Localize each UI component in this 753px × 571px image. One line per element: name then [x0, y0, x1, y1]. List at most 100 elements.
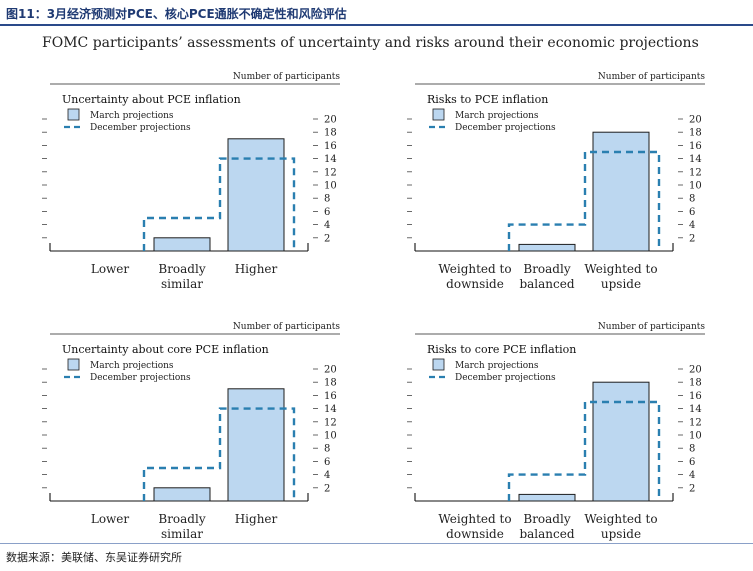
legend-label-march: March projections: [90, 361, 174, 371]
chart-title: Uncertainty about PCE inflation: [62, 93, 241, 106]
december-dashed-outline: [507, 400, 661, 501]
legend-swatch-march: [432, 108, 445, 121]
y-tick-label: 18: [324, 378, 337, 389]
legend-swatch-march: [67, 108, 80, 121]
category-label: balanced: [519, 527, 574, 541]
title-divider: [0, 24, 753, 26]
y-tick-label: 4: [689, 220, 695, 231]
y-tick-label: 12: [324, 167, 337, 178]
legend-swatch-march: [432, 358, 445, 371]
legend-label-december: December projections: [90, 123, 191, 133]
chart-title: Risks to PCE inflation: [427, 93, 548, 106]
chart-title: Uncertainty about core PCE inflation: [62, 343, 269, 356]
y-tick-label: 20: [324, 115, 337, 126]
legend-label-march: March projections: [90, 111, 174, 121]
legend-label-december: December projections: [455, 123, 556, 133]
y-tick-label: 12: [324, 417, 337, 428]
chart-panel-4: Number of participants Risks to core PCE …: [407, 322, 705, 541]
y-tick-label: 4: [324, 220, 330, 231]
y-tick-label: 14: [689, 404, 702, 415]
y-tick-label: 18: [324, 128, 337, 139]
y-tick-label: 4: [324, 470, 330, 481]
y-tick-label: 10: [689, 431, 702, 442]
category-label: balanced: [519, 277, 574, 291]
y-tick-label: 18: [689, 128, 702, 139]
y-tick-label: 6: [324, 207, 330, 218]
category-label: Broadly: [523, 262, 570, 276]
y-axis-label: Number of participants: [598, 72, 705, 82]
y-tick-label: 16: [689, 141, 702, 152]
y-tick-label: 6: [324, 457, 330, 468]
legend-label-march: March projections: [455, 111, 539, 121]
bar-march-3: [592, 131, 650, 252]
y-tick-label: 12: [689, 167, 702, 178]
footer-divider: [0, 543, 753, 544]
source-note: 数据来源：美联储、东吴证券研究所: [6, 551, 182, 564]
y-axis-label: Number of participants: [233, 322, 340, 332]
bar-march-3: [227, 388, 285, 502]
bar-march-2: [518, 243, 576, 252]
y-tick-label: 2: [324, 233, 330, 244]
bar-march-2: [153, 237, 211, 252]
y-tick-label: 18: [689, 378, 702, 389]
y-tick-label: 8: [689, 194, 695, 205]
category-label: Lower: [91, 262, 130, 276]
y-tick-label: 2: [324, 483, 330, 494]
category-label: Higher: [235, 512, 278, 526]
category-label: Broadly: [158, 262, 205, 276]
december-dashed-outline: [507, 150, 661, 251]
y-tick-label: 10: [324, 431, 337, 442]
category-label: Weighted to: [584, 262, 657, 276]
legend-label-march: March projections: [455, 361, 539, 371]
y-tick-label: 8: [324, 444, 330, 455]
legend-label-december: December projections: [90, 373, 191, 383]
y-tick-label: 4: [689, 470, 695, 481]
category-label: Weighted to: [584, 512, 657, 526]
y-tick-label: 6: [689, 207, 695, 218]
chart-title: Risks to core PCE inflation: [427, 343, 576, 356]
y-tick-label: 10: [689, 181, 702, 192]
y-tick-label: 10: [324, 181, 337, 192]
y-axis-label: Number of participants: [233, 72, 340, 82]
y-tick-label: 16: [689, 391, 702, 402]
y-tick-label: 14: [689, 154, 702, 165]
y-tick-label: 20: [689, 365, 702, 376]
y-tick-label: 16: [324, 141, 337, 152]
bar-march-3: [592, 381, 650, 502]
category-label: upside: [601, 277, 641, 291]
y-tick-label: 16: [324, 391, 337, 402]
category-label: Higher: [235, 262, 278, 276]
chart-panel-1: Number of participants Uncertainty about …: [42, 72, 340, 291]
december-dashed-outline: [142, 407, 296, 501]
y-axis-label: Number of participants: [598, 322, 705, 332]
y-tick-label: 2: [689, 483, 695, 494]
chart-panel-2: Number of participants Risks to PCE infla…: [407, 72, 705, 291]
y-tick-label: 20: [689, 115, 702, 126]
bar-march-2: [153, 487, 211, 502]
category-label: similar: [161, 527, 203, 541]
category-label: Weighted to: [438, 262, 511, 276]
category-label: downside: [446, 277, 504, 291]
chart-subtitle: FOMC participants’ assessments of uncert…: [42, 35, 699, 51]
y-tick-label: 14: [324, 404, 337, 415]
category-label: similar: [161, 277, 203, 291]
category-label: Lower: [91, 512, 130, 526]
y-tick-label: 6: [689, 457, 695, 468]
y-tick-label: 14: [324, 154, 337, 165]
figure-title: 图11：3月经济预测对PCE、核心PCE通胀不确定性和风险评估: [6, 7, 347, 21]
category-label: downside: [446, 527, 504, 541]
category-label: Broadly: [158, 512, 205, 526]
category-label: Weighted to: [438, 512, 511, 526]
legend-label-december: December projections: [455, 373, 556, 383]
legend-swatch-march: [67, 358, 80, 371]
y-tick-label: 8: [689, 444, 695, 455]
category-label: upside: [601, 527, 641, 541]
y-tick-label: 2: [689, 233, 695, 244]
chart-panel-3: Number of participants Uncertainty about …: [42, 322, 340, 541]
y-tick-label: 12: [689, 417, 702, 428]
category-label: Broadly: [523, 512, 570, 526]
y-tick-label: 8: [324, 194, 330, 205]
bar-march-3: [227, 138, 285, 252]
bar-march-2: [518, 493, 576, 502]
